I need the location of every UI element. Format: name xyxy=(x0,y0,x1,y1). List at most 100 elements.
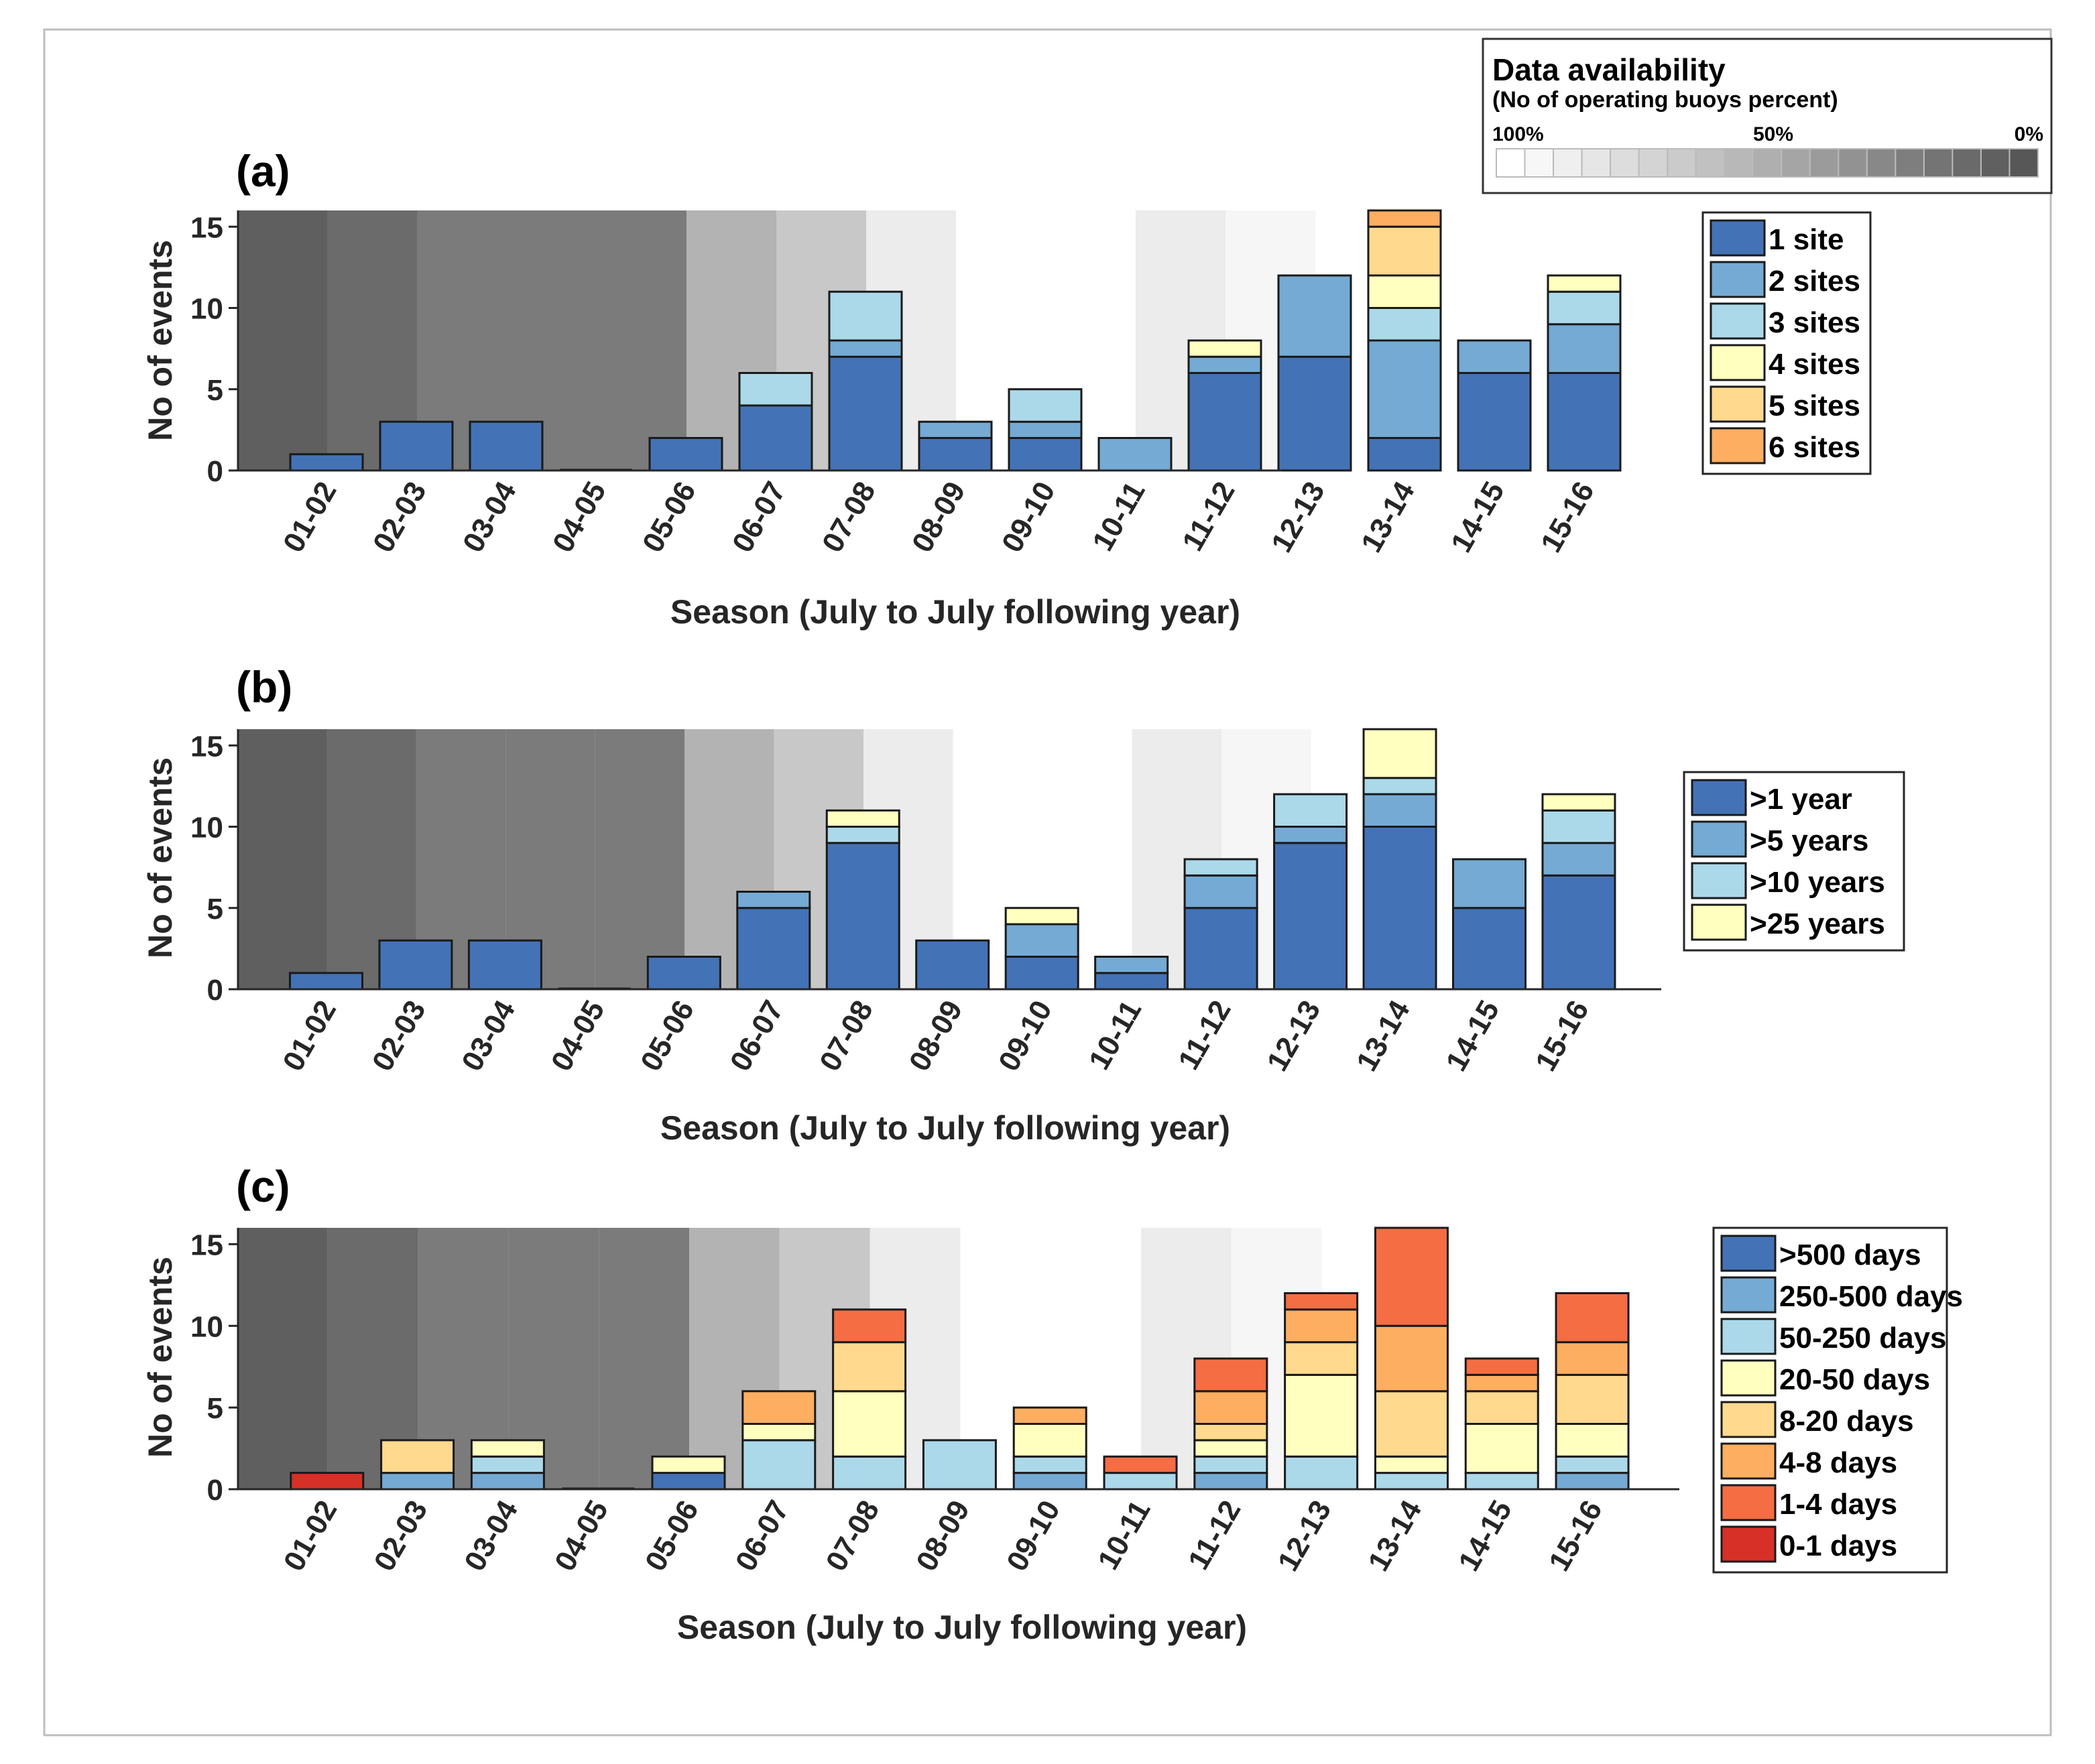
panel-c-legend: >500 days 250-500 days 50-250 days 20-50 da… xyxy=(1712,1226,1963,1574)
legend-swatch xyxy=(1720,1401,1777,1438)
bar-segment xyxy=(1541,842,1616,877)
bar-segment xyxy=(1193,1472,1268,1491)
bar-segment xyxy=(1374,1455,1449,1474)
y-tick-label: 15 xyxy=(190,1228,223,1261)
bar-segment xyxy=(1555,1423,1630,1458)
legend-swatch xyxy=(1691,903,1747,941)
bar-segment xyxy=(825,809,900,828)
bar-segment xyxy=(1273,842,1348,991)
panel-a-bars xyxy=(289,209,1622,472)
legend-entry: 4 sites xyxy=(1769,348,1860,381)
bar-segment xyxy=(1464,1373,1539,1393)
panel-b-xlabel: Season (July to July following year) xyxy=(660,1109,1230,1147)
availability-swatch xyxy=(1581,148,1612,178)
bar-segment xyxy=(825,826,900,844)
y-tick-label: 0 xyxy=(207,455,223,488)
y-tick-label: 15 xyxy=(190,730,223,763)
bar-segment xyxy=(1187,355,1262,374)
legend-swatch xyxy=(1710,427,1766,464)
availability-band xyxy=(599,1228,690,1489)
bar-segment xyxy=(1193,1455,1268,1474)
availability-band xyxy=(238,729,327,989)
bar-segment xyxy=(1012,1423,1087,1458)
bar-segment xyxy=(1367,225,1442,277)
availability-swatch xyxy=(1952,148,1982,178)
legend-swatch xyxy=(1720,1484,1777,1521)
legend-entry: 3 sites xyxy=(1769,306,1860,339)
bar-segment xyxy=(1374,1226,1449,1327)
availability-band xyxy=(238,1228,328,1489)
legend-entry: >25 years xyxy=(1750,907,1885,940)
bar-segment xyxy=(1008,420,1083,439)
bar-segment xyxy=(1183,907,1258,991)
bar-segment xyxy=(1103,1472,1178,1491)
bar-segment xyxy=(918,437,993,472)
availability-tick-0: 0% xyxy=(2015,123,2043,145)
bar-segment xyxy=(1367,437,1442,472)
y-tick-label: 0 xyxy=(207,1474,223,1507)
y-tick-label: 10 xyxy=(190,812,223,844)
bar-segment xyxy=(922,1439,997,1491)
bar-segment xyxy=(1547,323,1622,374)
availability-legend-subtitle: (No of operating buoys percent) xyxy=(1492,87,1838,113)
availability-swatch xyxy=(1838,148,1868,178)
panel-a: 01-02 02-03 03-04 04-05 05-06 06-07 07-08 08-09… xyxy=(141,146,1872,631)
bar-segment xyxy=(918,420,993,439)
legend-entry: >10 years xyxy=(1750,866,1885,899)
panel-c-bars xyxy=(290,1226,1630,1491)
legend-entry: 8-20 days xyxy=(1779,1405,1914,1438)
bar-segment xyxy=(1452,858,1527,909)
legend-swatch xyxy=(1720,1442,1777,1480)
bar-segment xyxy=(741,1390,817,1425)
y-tick-label: 10 xyxy=(190,1310,223,1343)
availability-colorbar xyxy=(1496,148,2039,178)
availability-legend: Data availability (No of operating buoys… xyxy=(1482,38,2053,194)
bar-segment xyxy=(470,1472,545,1491)
bar-segment xyxy=(1464,1357,1539,1376)
bar-segment xyxy=(646,956,721,991)
bar-segment xyxy=(1362,826,1437,991)
availability-swatch xyxy=(1524,148,1555,178)
bar-segment xyxy=(1374,1390,1449,1458)
bar-segment xyxy=(1284,1455,1359,1491)
bar-segment xyxy=(828,355,903,472)
bar-segment xyxy=(1193,1390,1268,1425)
availability-swatch xyxy=(1695,148,1726,178)
bar-segment xyxy=(1367,274,1442,309)
legend-swatch xyxy=(1710,302,1766,340)
legend-entry: 4-8 days xyxy=(1779,1446,1897,1479)
legend-swatch xyxy=(1720,1235,1777,1272)
availability-legend-title: Data availability xyxy=(1492,52,1726,87)
bar-segment xyxy=(1187,339,1262,358)
bar-segment xyxy=(1193,1357,1268,1393)
panel-a-xlabel: Season (July to July following year) xyxy=(670,593,1240,631)
panel-b-legend: >1 year >5 years >10 years >25 years xyxy=(1683,771,1905,952)
bar-segment xyxy=(1284,1373,1359,1458)
legend-swatch xyxy=(1720,1359,1777,1397)
legend-entry: 2 sites xyxy=(1769,265,1860,298)
legend-swatch xyxy=(1710,261,1766,298)
bar-segment xyxy=(1273,826,1348,844)
legend-swatch xyxy=(1691,779,1747,816)
panel-a-legend: 1 site 2 sites 3 sites 4 sites 5 sites 6 site… xyxy=(1701,211,1872,475)
bar-segment xyxy=(1555,1292,1630,1344)
bar-segment xyxy=(1367,209,1442,228)
panel-c-label: (c) xyxy=(236,1161,290,1211)
bar-segment xyxy=(1555,1373,1630,1425)
legend-swatch xyxy=(1710,385,1766,423)
legend-entry: 5 sites xyxy=(1769,389,1860,422)
bar-segment xyxy=(380,1439,455,1474)
bar-segment xyxy=(1362,777,1437,796)
bar-segment xyxy=(1547,290,1622,326)
legend-entry: 1 site xyxy=(1769,223,1844,256)
bar-segment xyxy=(1464,1472,1539,1491)
panel-b-bars xyxy=(288,728,1616,991)
availability-band xyxy=(595,729,685,989)
bar-segment xyxy=(1464,1423,1539,1474)
bar-segment xyxy=(1374,1324,1449,1393)
bar-segment xyxy=(1008,388,1083,423)
bar-segment xyxy=(1367,307,1442,342)
bar-segment xyxy=(1004,956,1079,991)
availability-swatch xyxy=(1752,148,1783,178)
panel-b-label: (b) xyxy=(236,662,292,712)
